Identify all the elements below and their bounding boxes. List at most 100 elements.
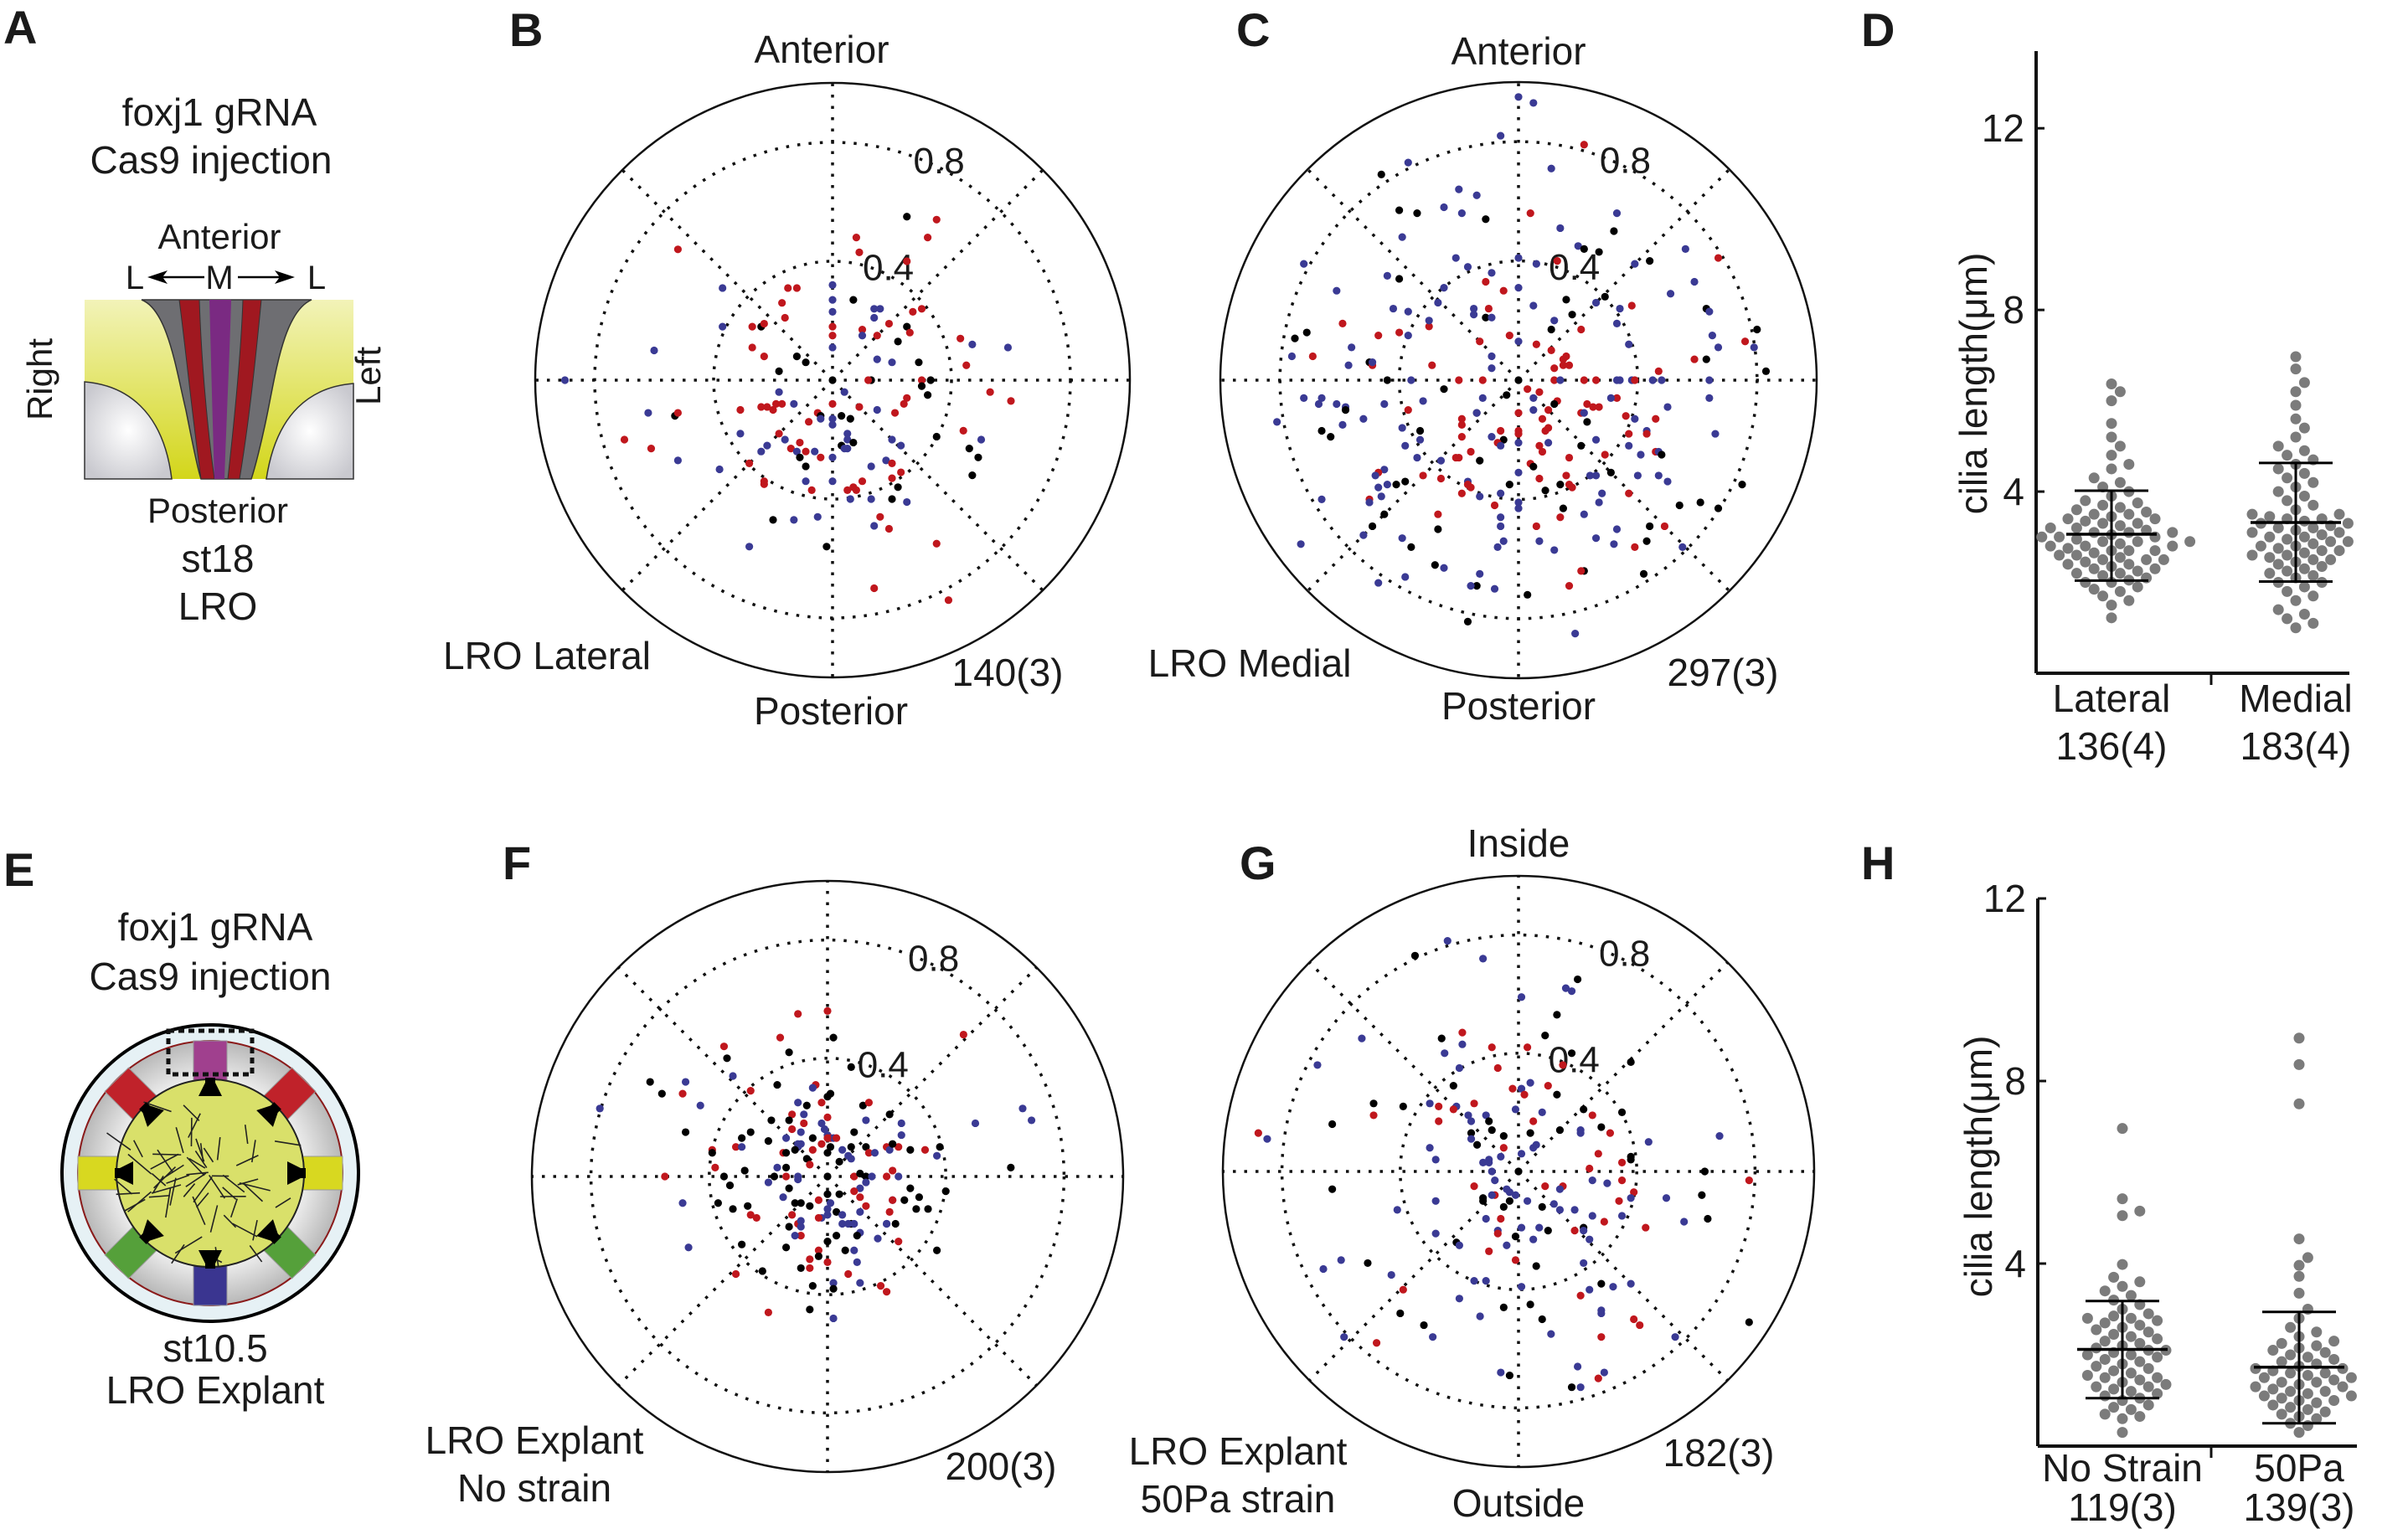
category-count: 139(3) xyxy=(2244,1485,2355,1529)
y-axis-label: cilia length(μm) xyxy=(1952,253,1995,515)
swarm-point xyxy=(2108,1365,2120,1377)
polar-point xyxy=(778,399,786,408)
polar-point xyxy=(1398,534,1406,543)
swarm-point xyxy=(2080,556,2091,568)
polar-point xyxy=(843,445,852,453)
polar-point xyxy=(1580,1259,1588,1268)
polar-point xyxy=(1302,328,1311,337)
polar-point xyxy=(828,420,837,429)
polar-point xyxy=(1556,376,1565,384)
polar-point xyxy=(1452,254,1460,262)
polar-condition-label: 50Pa strain xyxy=(1141,1477,1336,1521)
polar-point xyxy=(769,516,777,524)
polar-point xyxy=(856,1169,864,1178)
polar-point xyxy=(814,1213,823,1223)
swarm-point xyxy=(2272,463,2284,475)
polar-point xyxy=(1529,394,1538,402)
polar-point xyxy=(903,497,911,507)
polar-point xyxy=(1553,1011,1561,1019)
polar-point xyxy=(1383,376,1391,384)
polar-point xyxy=(1532,340,1540,348)
polar-point xyxy=(681,1078,690,1086)
polar-point xyxy=(1603,1179,1611,1187)
polar-point xyxy=(781,1172,791,1181)
polar-point xyxy=(1606,394,1615,402)
polar-point xyxy=(1395,275,1404,283)
polar-point xyxy=(1470,1277,1478,1285)
polar-point xyxy=(1597,1123,1606,1131)
swarm-point xyxy=(2114,585,2126,597)
polar-point xyxy=(874,1234,882,1243)
polar-point xyxy=(745,543,754,551)
swarm-point xyxy=(2285,1349,2297,1361)
polar-point xyxy=(1646,522,1654,531)
swarm-point xyxy=(2097,590,2109,602)
polar-point xyxy=(806,1202,814,1210)
polar-point xyxy=(1714,254,1723,262)
swarm-point xyxy=(2054,531,2065,543)
polar-point xyxy=(1555,1206,1565,1214)
lro-tissue-illustration xyxy=(84,299,354,480)
polar-point xyxy=(1597,1333,1606,1341)
swarm-point xyxy=(2293,1287,2305,1299)
polar-point xyxy=(1413,209,1421,218)
polar-point xyxy=(1505,1188,1514,1197)
polar-point xyxy=(1497,426,1505,435)
swarm-point xyxy=(2062,543,2074,554)
swarm-point xyxy=(2298,608,2310,620)
polar-point xyxy=(757,403,766,411)
polar-point xyxy=(1636,1320,1644,1330)
polar-point xyxy=(1369,1111,1378,1120)
polar-point xyxy=(1556,481,1565,489)
polar-point xyxy=(835,1157,843,1166)
swarm-point xyxy=(2106,600,2117,611)
polar-point xyxy=(885,1145,894,1154)
polar-point xyxy=(1644,1138,1653,1146)
swarm-point xyxy=(2250,1381,2261,1393)
polar-point xyxy=(862,1202,870,1210)
polar-point xyxy=(740,1166,749,1175)
polar-point xyxy=(746,1087,755,1095)
diagram-a: foxj1 gRNA Cas9 injection Anterior L M L… xyxy=(20,90,388,628)
polar-point xyxy=(764,1178,773,1187)
polar-point xyxy=(870,522,879,530)
swarm-point xyxy=(2132,565,2143,577)
polar-point xyxy=(817,1140,826,1148)
swarm-point xyxy=(2106,418,2117,430)
polar-point xyxy=(885,1110,894,1119)
polar-point xyxy=(1622,412,1630,420)
polar-point xyxy=(832,1134,841,1142)
polar-point xyxy=(1364,1259,1372,1268)
polar-point xyxy=(736,405,745,414)
polar-point xyxy=(764,1137,773,1145)
swarm-point xyxy=(2125,1386,2137,1398)
polar-point xyxy=(1497,441,1505,450)
polar-point xyxy=(1745,1176,1753,1185)
polar-point xyxy=(1429,1333,1437,1341)
ring-label: 0.4 xyxy=(863,248,914,289)
polar-point xyxy=(1479,1158,1488,1167)
polar-point xyxy=(1561,984,1570,992)
polar-point xyxy=(1479,955,1488,963)
swarm-point xyxy=(2080,540,2091,552)
polar-point xyxy=(832,1232,841,1240)
polar-point xyxy=(781,1134,791,1142)
polar-point xyxy=(807,486,816,494)
polar-point xyxy=(876,305,884,313)
polar-point xyxy=(1529,99,1538,107)
polar-point xyxy=(903,213,911,221)
polar-point xyxy=(1547,164,1555,172)
polar-point xyxy=(1476,1312,1484,1320)
swarm-point xyxy=(2125,1331,2137,1342)
polar-point xyxy=(1491,1176,1499,1185)
polar-point xyxy=(1586,1164,1594,1173)
polar-point xyxy=(731,1143,740,1151)
polar-point xyxy=(873,355,881,363)
polar-count-label: 297(3) xyxy=(1668,651,1779,694)
polar-point xyxy=(1440,385,1448,394)
y-tick-label: 4 xyxy=(2004,1242,2026,1285)
swarm-point xyxy=(2311,1326,2323,1338)
swarm-point xyxy=(2246,508,2258,520)
polar-point xyxy=(1601,450,1609,459)
